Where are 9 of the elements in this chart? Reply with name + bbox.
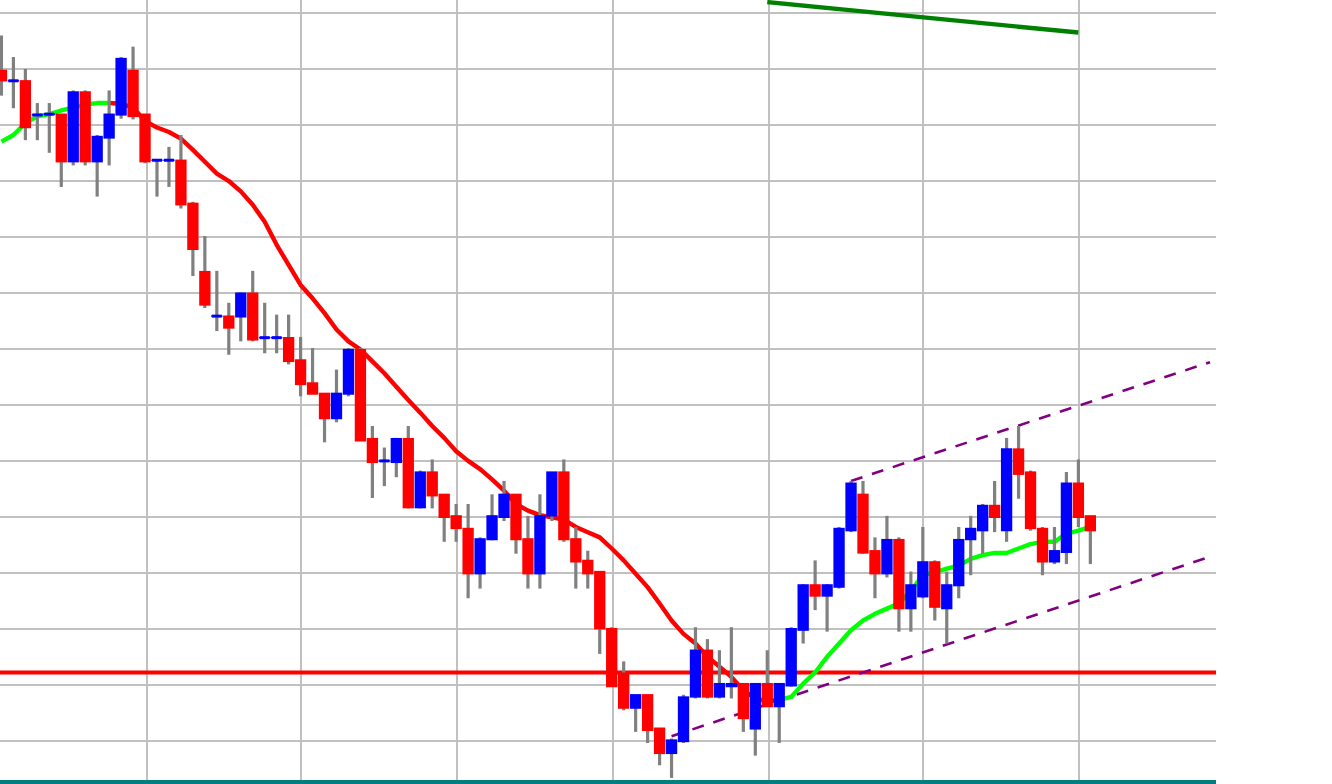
candlestick: [988, 479, 1001, 534]
candlestick: [809, 558, 821, 612]
candlestick: [199, 234, 211, 310]
candlestick: [629, 693, 642, 734]
candlestick: [235, 290, 247, 343]
candlestick: [223, 301, 235, 357]
candlestick: [749, 682, 761, 758]
candlestick: [929, 558, 941, 623]
candlestick: [881, 514, 893, 580]
